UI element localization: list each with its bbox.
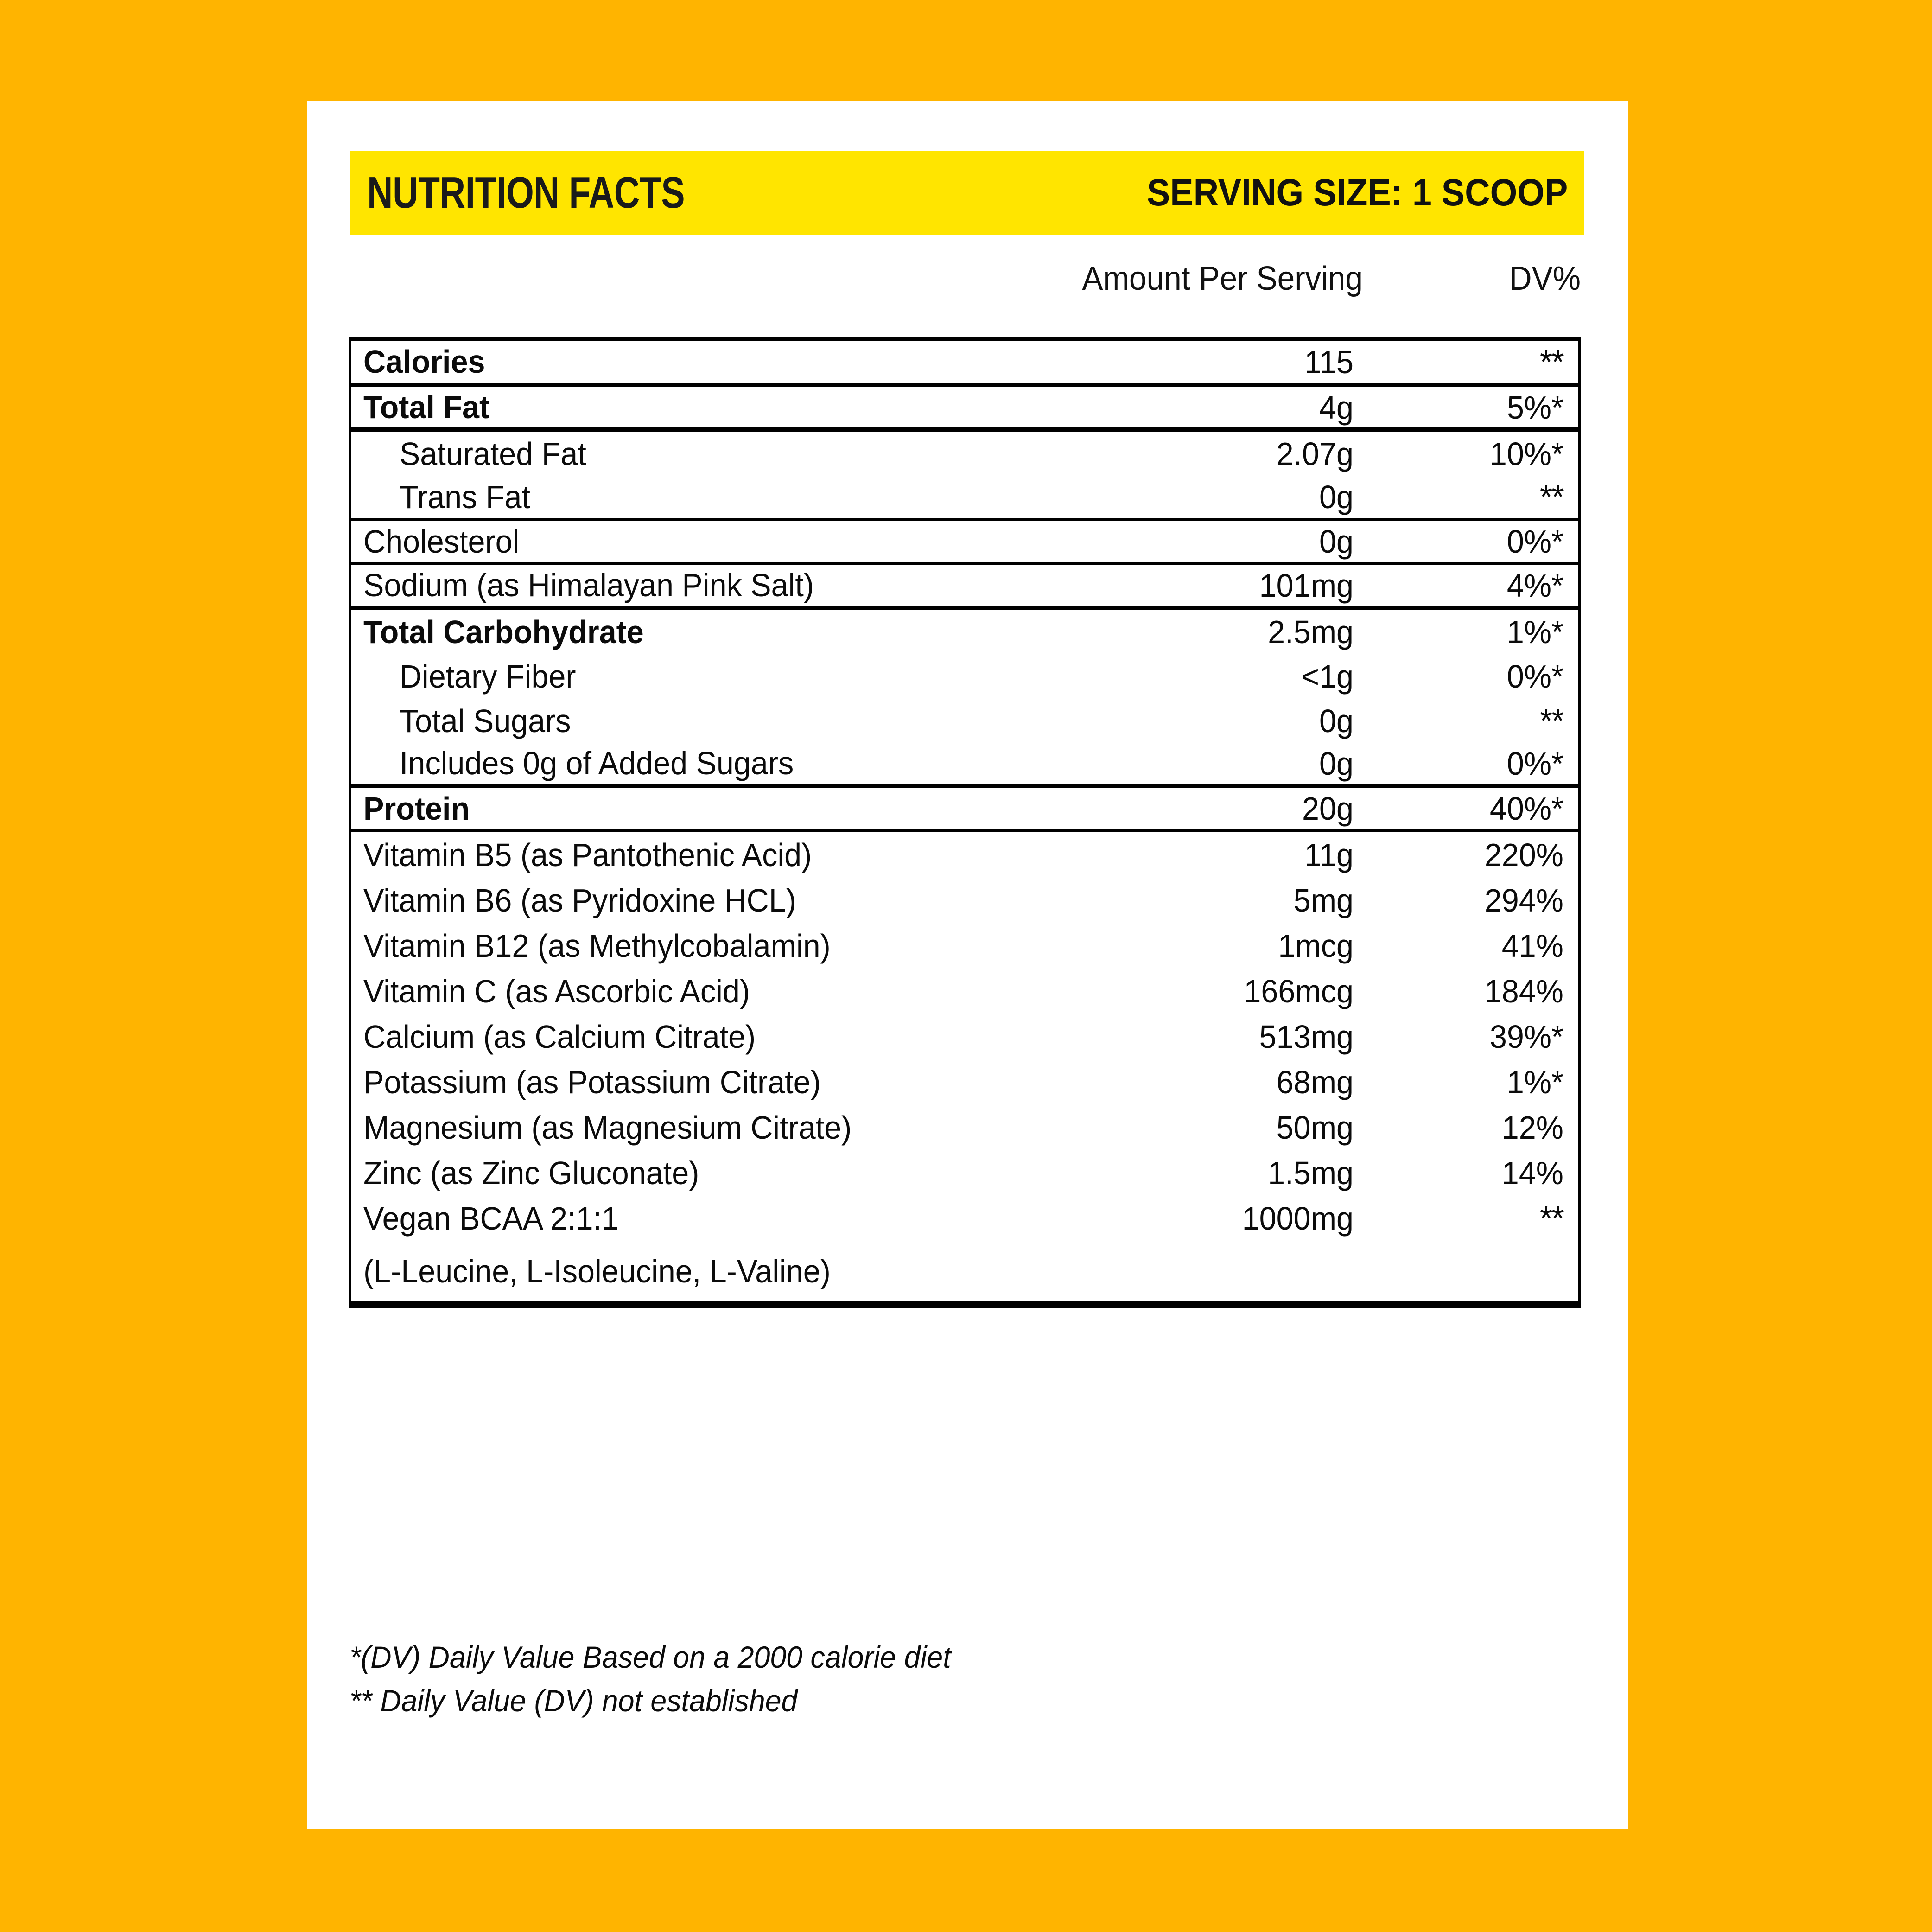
nutrient-daily-value: **: [1539, 342, 1564, 381]
nutrient-label: Total Carbohydrate: [363, 613, 644, 650]
nutrient-label: Dietary Fiber: [399, 658, 576, 695]
nutrient-label: Trans Fat: [399, 478, 530, 515]
nutrient-amount: 68mg: [1276, 1064, 1354, 1100]
nutrient-label: Potassium (as Potassium Citrate): [363, 1064, 821, 1100]
nutrient-amount: 0g: [1319, 745, 1354, 782]
table-row: Saturated Fat 2.07g 10%*: [351, 432, 1578, 476]
nutrient-amount: 50mg: [1276, 1109, 1354, 1146]
nutrient-daily-value: 0%*: [1506, 745, 1563, 782]
nutrient-label: Cholesterol: [363, 523, 520, 560]
table-row: Calories 115 **: [351, 341, 1578, 387]
nutrient-label: Vitamin B6 (as Pyridoxine HCL): [363, 882, 796, 918]
nutrient-label: Calories: [363, 344, 485, 380]
nutrient-amount: 166mcg: [1244, 973, 1354, 1009]
nutrient-amount: 20g: [1302, 791, 1354, 827]
nutrient-amount: 513mg: [1259, 1019, 1354, 1055]
column-header-dv-percent: DV%: [1509, 260, 1581, 297]
nutrient-daily-value: 294%: [1484, 882, 1563, 918]
table-row: Trans Fat 0g **: [351, 476, 1578, 521]
table-row: Cholesterol 0g 0%*: [351, 521, 1578, 565]
table-row: Vegan BCAA 2:1:1 1000mg **: [351, 1196, 1578, 1241]
nutrient-amount: 2.07g: [1276, 436, 1354, 472]
nutrient-daily-value: 14%: [1501, 1155, 1563, 1191]
nutrient-amount: 0g: [1319, 523, 1354, 560]
nutrient-amount: 11g: [1304, 837, 1354, 873]
nutrient-daily-value: 1%*: [1506, 1064, 1563, 1100]
nutrient-label: Calcium (as Calcium Citrate): [363, 1018, 756, 1055]
table-row: (L-Leucine, L-Isoleucine, L-Valine): [351, 1241, 1578, 1301]
footnote-text: *(DV) Daily Value Based on a 2000 calori…: [350, 1640, 951, 1674]
nutrient-label: (L-Leucine, L-Isoleucine, L-Valine): [363, 1253, 831, 1289]
nutrition-facts-banner: NUTRITION FACTS SERVING SIZE: 1 SCOOP: [350, 151, 1584, 235]
nutrient-daily-value: 12%: [1501, 1109, 1563, 1146]
table-row: Includes 0g of Added Sugars 0g 0%*: [351, 743, 1578, 788]
nutrient-label: Sodium (as Himalayan Pink Salt): [363, 567, 814, 604]
serving-size-label: SERVING SIZE: 1 SCOOP: [1146, 172, 1568, 214]
table-row: Total Fat 4g 5%*: [351, 387, 1578, 432]
nutrient-label: Vegan BCAA 2:1:1: [363, 1200, 619, 1237]
footnotes: *(DV) Daily Value Based on a 2000 calori…: [350, 1636, 1462, 1722]
nutrient-label: Zinc (as Zinc Gluconate): [363, 1154, 699, 1191]
nutrient-daily-value: 184%: [1484, 973, 1563, 1009]
nutrient-daily-value: **: [1539, 478, 1564, 516]
nutrient-amount: 0g: [1319, 479, 1354, 515]
nutrient-label: Vitamin B12 (as Methylcobalamin): [363, 927, 831, 964]
nutrient-amount: 5mg: [1293, 882, 1354, 918]
nutrient-label: Saturated Fat: [399, 435, 586, 472]
nutrient-label: Vitamin C (as Ascorbic Acid): [363, 973, 750, 1009]
nutrient-daily-value: 39%*: [1489, 1019, 1563, 1055]
nutrient-label: Protein: [363, 790, 470, 827]
nutrition-label-card: NUTRITION FACTS SERVING SIZE: 1 SCOOP Am…: [307, 101, 1628, 1829]
nutrient-daily-value: 10%*: [1489, 436, 1563, 472]
nutrient-label: Includes 0g of Added Sugars: [399, 745, 794, 782]
nutrient-daily-value: 40%*: [1489, 791, 1563, 827]
table-row: Calcium (as Calcium Citrate) 513mg 39%*: [351, 1014, 1578, 1059]
nutrient-amount: 2.5mg: [1268, 614, 1354, 650]
nutrient-label: Vitamin B5 (as Pantothenic Acid): [363, 836, 812, 873]
nutrient-label: Total Fat: [363, 389, 490, 426]
table-row: Vitamin C (as Ascorbic Acid) 166mcg 184%: [351, 969, 1578, 1014]
nutrient-amount: 101mg: [1259, 567, 1354, 604]
column-header-amount-per-serving: Amount Per Serving: [1082, 260, 1363, 297]
table-row: Vitamin B6 (as Pyridoxine HCL) 5mg 294%: [351, 878, 1578, 923]
table-row: Potassium (as Potassium Citrate) 68mg 1%*: [351, 1059, 1578, 1105]
nutrient-amount: 4g: [1319, 389, 1354, 426]
table-row: Total Sugars 0g **: [351, 699, 1578, 743]
nutrient-amount: 0g: [1319, 703, 1354, 739]
nutrient-daily-value: 41%: [1501, 928, 1563, 964]
table-row: Dietary Fiber <1g 0%*: [351, 654, 1578, 699]
nutrition-facts-table: Calories 115 ** Total Fat 4g 5%* Saturated Fat…: [349, 337, 1581, 1308]
table-row: Total Carbohydrate 2.5mg 1%*: [351, 610, 1578, 654]
nutrient-amount: 1.5mg: [1268, 1155, 1354, 1191]
table-row: Sodium (as Himalayan Pink Salt) 101mg 4%*: [351, 565, 1578, 610]
table-row: Vitamin B12 (as Methylcobalamin) 1mcg 41%: [351, 923, 1578, 969]
nutrient-daily-value: 4%*: [1506, 567, 1563, 604]
table-column-headers: Amount Per Serving DV%: [350, 253, 1581, 304]
table-row: Zinc (as Zinc Gluconate) 1.5mg 14%: [351, 1150, 1578, 1196]
nutrient-daily-value: 0%*: [1506, 523, 1563, 560]
nutrient-amount: 1mcg: [1278, 928, 1354, 964]
footnote-text: ** Daily Value (DV) not established: [350, 1683, 798, 1718]
nutrient-amount: 1000mg: [1242, 1200, 1354, 1237]
nutrient-daily-value: 1%*: [1506, 614, 1563, 650]
nutrient-daily-value: 0%*: [1506, 658, 1563, 695]
table-row: Magnesium (as Magnesium Citrate) 50mg 12%: [351, 1105, 1578, 1150]
nutrient-daily-value: **: [1539, 701, 1564, 740]
nutrient-daily-value: 5%*: [1506, 389, 1563, 426]
nutrition-facts-title: NUTRITION FACTS: [367, 168, 685, 217]
nutrient-amount: <1g: [1301, 658, 1354, 695]
nutrient-label: Magnesium (as Magnesium Citrate): [363, 1109, 852, 1146]
nutrient-amount: 115: [1304, 344, 1354, 380]
nutrient-label: Total Sugars: [399, 702, 571, 739]
nutrient-daily-value: **: [1539, 1199, 1564, 1237]
table-row: Protein 20g 40%*: [351, 788, 1578, 832]
table-row: Vitamin B5 (as Pantothenic Acid) 11g 220%: [351, 832, 1578, 878]
nutrient-daily-value: 220%: [1484, 837, 1563, 873]
